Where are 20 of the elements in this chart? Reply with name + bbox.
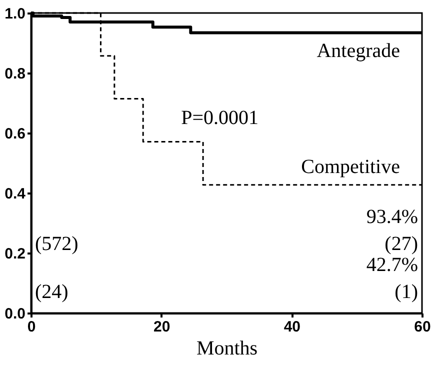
annotation: (27): [384, 233, 418, 255]
annotation: (1): [394, 281, 418, 303]
series-label: Antegrade: [316, 40, 400, 62]
y-tick-label: 0.6: [4, 126, 26, 142]
x-tick-label: 60: [414, 318, 431, 336]
x-tick-label: 40: [284, 318, 301, 336]
x-tick-label: 0: [27, 318, 36, 336]
annotation: P=0.0001: [181, 107, 259, 129]
y-tick-label: 0.0: [4, 306, 26, 322]
annotation: (24): [35, 281, 68, 303]
y-tick-label: 0.4: [4, 186, 26, 202]
annotation: (572): [35, 233, 78, 255]
series-label: Competitive: [301, 156, 400, 178]
x-axis-title: Months: [196, 338, 258, 360]
y-tick-label: 1.0: [4, 6, 26, 22]
x-tick-label: 20: [153, 318, 170, 336]
annotation: 93.4%: [366, 206, 418, 228]
y-tick-label: 0.2: [4, 246, 26, 262]
annotation: 42.7%: [366, 254, 418, 276]
y-tick-label: 0.8: [4, 66, 26, 82]
